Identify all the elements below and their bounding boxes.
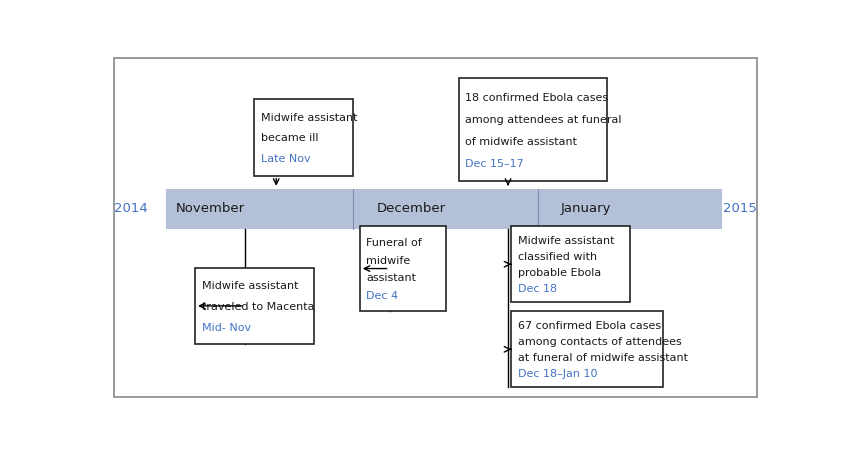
Text: midwife: midwife	[366, 256, 411, 266]
Text: 2014: 2014	[115, 202, 148, 215]
Text: assistant: assistant	[366, 273, 416, 283]
Text: Late Nov: Late Nov	[261, 154, 311, 164]
Text: Dec 4: Dec 4	[366, 291, 399, 301]
Text: Funeral of: Funeral of	[366, 238, 422, 248]
Text: among attendees at funeral: among attendees at funeral	[465, 115, 621, 125]
Text: Midwife assistant: Midwife assistant	[261, 113, 358, 123]
Text: November: November	[175, 202, 245, 215]
FancyBboxPatch shape	[512, 311, 663, 387]
Text: January: January	[561, 202, 611, 215]
Text: Dec 18–Jan 10: Dec 18–Jan 10	[518, 369, 598, 379]
Text: became ill: became ill	[261, 133, 319, 143]
Text: Midwife assistant: Midwife assistant	[518, 236, 615, 246]
Text: Midwife assistant: Midwife assistant	[201, 281, 298, 291]
Text: traveled to Macenta: traveled to Macenta	[201, 302, 314, 312]
FancyBboxPatch shape	[512, 226, 630, 303]
Text: among contacts of attendees: among contacts of attendees	[518, 337, 682, 347]
Text: December: December	[377, 202, 445, 215]
FancyBboxPatch shape	[196, 268, 314, 344]
FancyBboxPatch shape	[166, 189, 722, 229]
Text: classified with: classified with	[518, 252, 597, 262]
Text: at funeral of midwife assistant: at funeral of midwife assistant	[518, 353, 688, 363]
Text: of midwife assistant: of midwife assistant	[465, 137, 577, 147]
Text: probable Ebola: probable Ebola	[518, 268, 601, 278]
FancyBboxPatch shape	[254, 99, 354, 176]
Text: Dec 15–17: Dec 15–17	[465, 159, 524, 169]
FancyBboxPatch shape	[360, 226, 445, 311]
Text: Dec 18: Dec 18	[518, 284, 557, 294]
Text: 18 confirmed Ebola cases: 18 confirmed Ebola cases	[465, 93, 609, 103]
FancyBboxPatch shape	[459, 78, 607, 181]
Text: 2015: 2015	[723, 202, 756, 215]
Text: 67 confirmed Ebola cases: 67 confirmed Ebola cases	[518, 322, 661, 331]
Text: Mid- Nov: Mid- Nov	[201, 322, 251, 332]
